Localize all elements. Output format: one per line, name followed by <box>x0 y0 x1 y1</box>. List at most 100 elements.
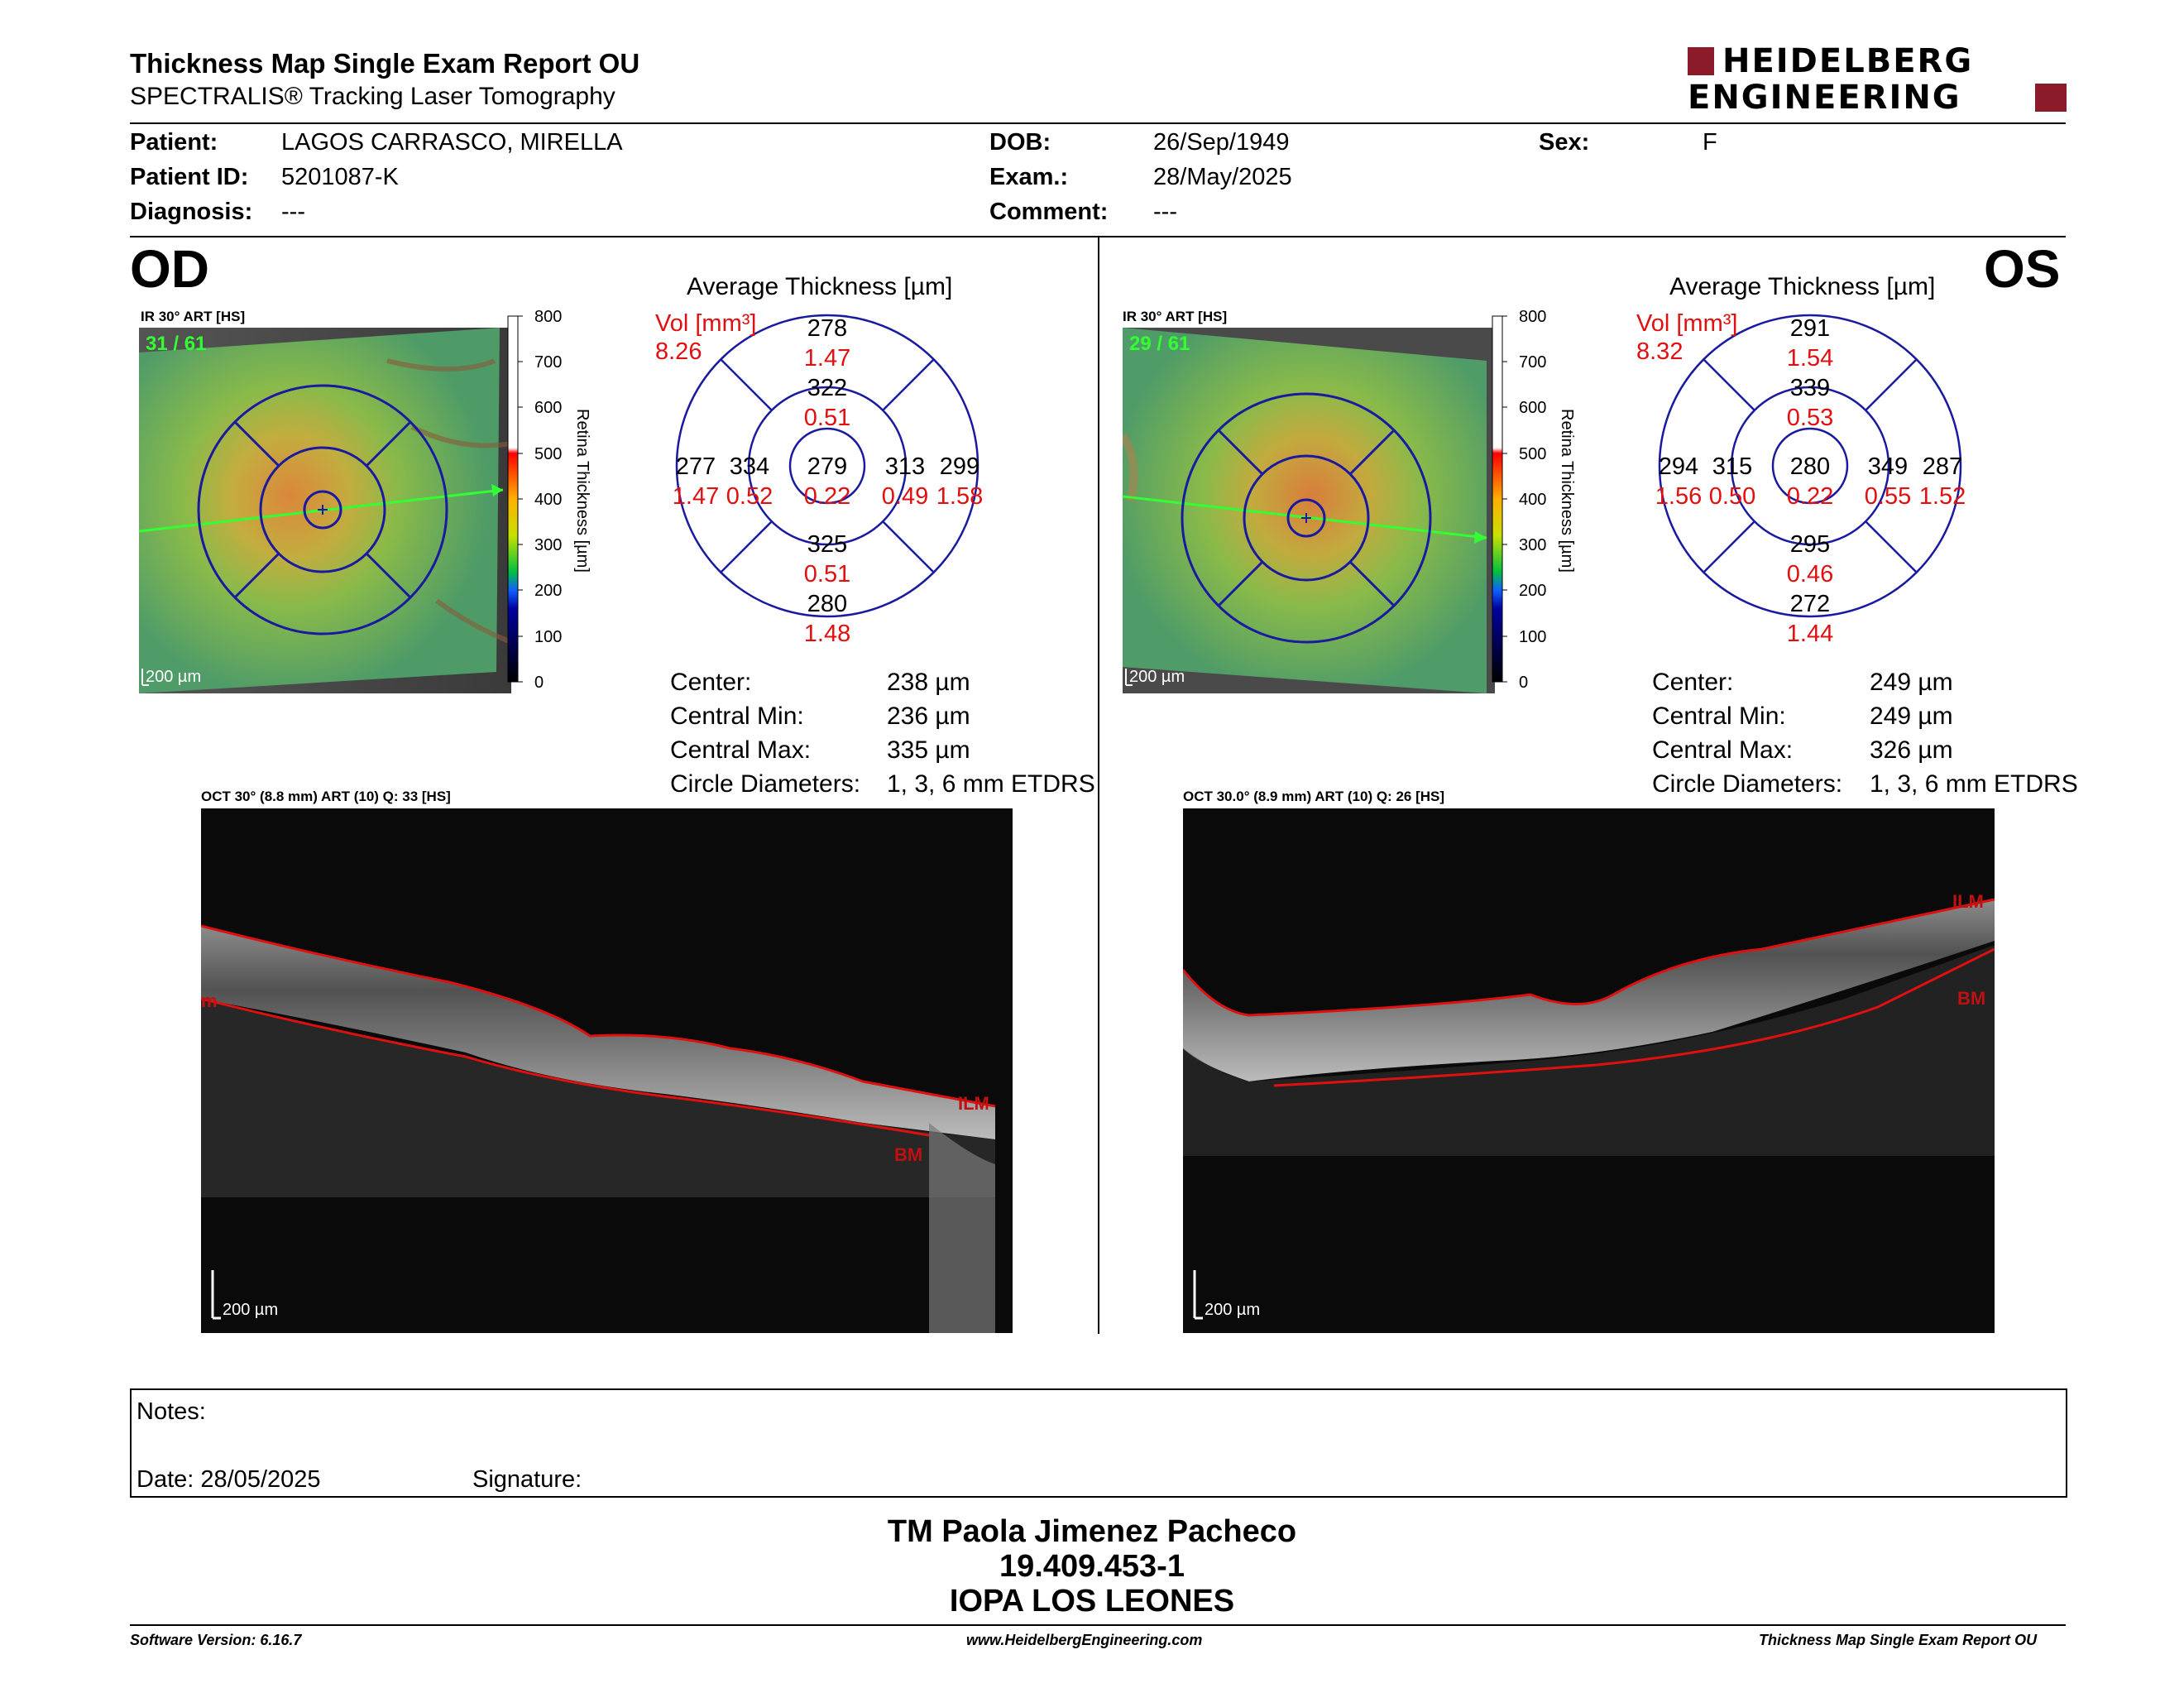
od-min-label: Central Min: <box>670 703 804 730</box>
od-nas-outer-volume: 1.58 <box>936 483 983 510</box>
od-oct-scale: 200 µm <box>223 1301 278 1319</box>
os-vol-value: 8.32 <box>1636 338 1683 365</box>
notes-date: Date: 28/05/2025 <box>136 1466 321 1493</box>
os-cb-tick: 100 <box>1519 628 1546 646</box>
os-oct-scale: 200 µm <box>1205 1301 1260 1319</box>
od-diam-value: 1, 3, 6 mm ETDRS <box>887 770 1095 798</box>
od-center-volume: 0.22 <box>804 483 850 510</box>
sex-value: F <box>1703 129 1717 156</box>
eye-label-od: OD <box>130 239 209 299</box>
os-etdrs-grid: Vol [mm³] 8.32 291 1.54 339 0.53 294 1.5… <box>1628 306 2009 662</box>
od-etdrs-grid: Vol [mm³] 8.26 278 1.47 322 0.51 277 1.4… <box>645 306 1026 662</box>
dob-value: 26/Sep/1949 <box>1153 129 1290 156</box>
od-vol-label: Vol [mm³] <box>655 310 756 337</box>
comment-label: Comment: <box>989 199 1109 225</box>
notes-label: Notes: <box>136 1398 206 1425</box>
os-tmp-inner-thickness: 315 <box>1712 453 1752 480</box>
os-nas-inner-thickness: 349 <box>1868 453 1908 480</box>
od-cb-tick: 300 <box>534 536 562 554</box>
od-sup-outer-volume: 1.47 <box>804 345 850 372</box>
os-cb-tick: 600 <box>1519 399 1546 417</box>
os-nas-outer-thickness: 287 <box>1923 453 1962 480</box>
os-fundus-scale: 200 µm <box>1129 668 1185 686</box>
os-center-volume: 0.22 <box>1787 483 1833 510</box>
od-cb-tick: 700 <box>534 353 562 372</box>
od-fundus-map: 200 µm 31 / 61 <box>138 328 513 693</box>
os-inf-inner-thickness: 295 <box>1790 531 1830 558</box>
od-thickness-colorbar: 800 700 600 500 400 300 200 100 0 Retina… <box>505 306 596 695</box>
os-cb-tick: 0 <box>1519 674 1528 692</box>
os-sup-outer-thickness: 291 <box>1790 315 1830 342</box>
eye-divider <box>1098 237 1099 1334</box>
technician-id: 19.409.453-1 <box>999 1549 1185 1584</box>
website-link[interactable]: www.HeidelbergEngineering.com <box>966 1632 1203 1648</box>
os-center-value: 249 µm <box>1870 669 1953 696</box>
os-avg-title: Average Thickness [µm] <box>1669 273 1936 300</box>
os-diam-value: 1, 3, 6 mm ETDRS <box>1870 770 2078 798</box>
od-center-thickness: 279 <box>807 453 847 480</box>
os-thickness-colorbar: 800 700 600 500 400 300 200 100 0 Retina… <box>1489 306 1580 695</box>
os-bm-label: BM <box>1957 988 1985 1009</box>
os-min-value: 249 µm <box>1870 703 1953 730</box>
od-oct-label: OCT 30° (8.8 mm) ART (10) Q: 33 [HS] <box>201 789 451 804</box>
clinic-name: IOPA LOS LEONES <box>949 1584 1235 1618</box>
od-nas-inner-volume: 0.49 <box>882 483 928 510</box>
od-cb-tick: 0 <box>534 674 544 692</box>
od-ilm-label: ILM <box>958 1093 989 1114</box>
diagnosis-label: Diagnosis: <box>130 199 253 225</box>
os-nas-inner-volume: 0.55 <box>1865 483 1911 510</box>
od-center-value: 238 µm <box>887 669 970 696</box>
os-inf-outer-volume: 1.44 <box>1787 621 1833 647</box>
header-divider <box>130 122 2066 124</box>
notes-box: Notes: Date: 28/05/2025 Signature: <box>130 1388 2067 1498</box>
os-cb-tick: 400 <box>1519 491 1546 509</box>
heidelberg-logo: HEIDELBERG ENGINEERING <box>1688 42 2068 117</box>
od-oct-bscan: 200 µm m ILM BM <box>200 808 1013 1333</box>
eye-label-os: OS <box>1984 239 2061 299</box>
od-cb-tick: 100 <box>534 628 562 646</box>
od-inf-inner-thickness: 325 <box>807 531 847 558</box>
logo-line2: ENGINEERING <box>1688 79 1961 117</box>
software-version: Software Version: 6.16.7 <box>130 1632 302 1648</box>
od-tmp-inner-thickness: 334 <box>730 453 769 480</box>
footer-divider <box>130 1624 2066 1626</box>
os-cb-tick: 700 <box>1519 353 1546 372</box>
os-nas-outer-volume: 1.52 <box>1919 483 1966 510</box>
od-sup-inner-volume: 0.51 <box>804 405 850 431</box>
od-nas-inner-thickness: 313 <box>885 453 925 480</box>
od-inf-inner-volume: 0.51 <box>804 561 850 587</box>
patient-name: LAGOS CARRASCO, MIRELLA <box>281 129 623 156</box>
od-tmp-outer-thickness: 277 <box>676 453 716 480</box>
od-sup-outer-thickness: 278 <box>807 315 847 342</box>
od-left-edge-label: m <box>201 990 218 1011</box>
od-max-value: 335 µm <box>887 736 970 764</box>
sex-label: Sex: <box>1539 129 1590 156</box>
od-cb-tick: 800 <box>534 308 562 326</box>
os-max-value: 326 µm <box>1870 736 1953 764</box>
os-inf-inner-volume: 0.46 <box>1787 561 1833 587</box>
od-fundus-scale: 200 µm <box>146 668 201 686</box>
os-oct-label: OCT 30.0° (8.9 mm) ART (10) Q: 26 [HS] <box>1183 789 1445 804</box>
od-cb-tick: 500 <box>534 445 562 463</box>
patient-id-label: Patient ID: <box>130 164 249 190</box>
exam-label: Exam.: <box>989 164 1069 190</box>
od-cb-tick: 600 <box>534 399 562 417</box>
od-tmp-outer-volume: 1.47 <box>673 483 719 510</box>
od-nas-outer-thickness: 299 <box>940 453 979 480</box>
logo-line1: HEIDELBERG <box>1722 42 1974 80</box>
od-inf-outer-volume: 1.48 <box>804 621 850 647</box>
footer-report-name: Thickness Map Single Exam Report OU <box>1759 1632 2038 1648</box>
od-frame-count: 31 / 61 <box>146 333 207 355</box>
od-sup-inner-thickness: 322 <box>807 375 847 401</box>
os-ir-label: IR 30° ART [HS] <box>1123 309 1228 324</box>
os-min-label: Central Min: <box>1652 703 1786 730</box>
os-max-label: Central Max: <box>1652 736 1794 764</box>
od-cb-title: Retina Thickness [µm] <box>573 409 592 573</box>
os-cb-tick: 500 <box>1519 445 1546 463</box>
os-center-label: Center: <box>1652 669 1734 696</box>
patient-divider <box>130 236 2066 237</box>
od-cb-tick: 200 <box>534 582 562 600</box>
od-inf-outer-thickness: 280 <box>807 591 847 617</box>
os-sup-inner-volume: 0.53 <box>1787 405 1833 431</box>
report-subtitle: SPECTRALIS® Tracking Laser Tomography <box>130 83 615 110</box>
